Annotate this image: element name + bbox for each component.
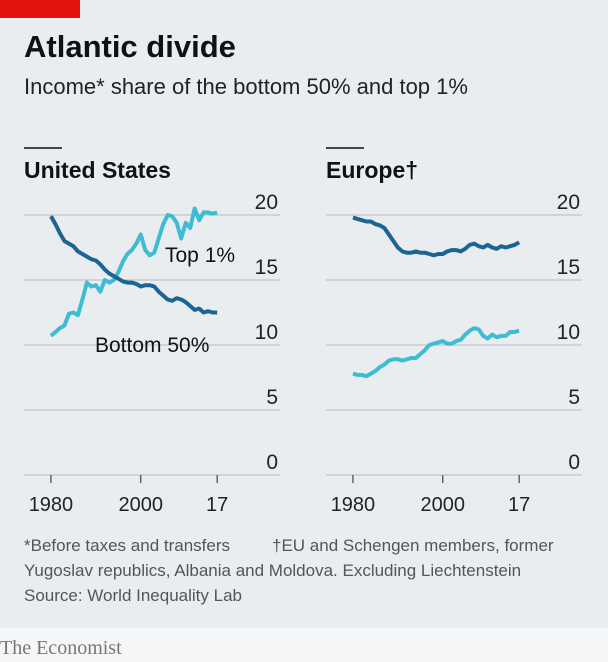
x-tick-label: 2000 [119, 494, 164, 516]
y-tick-label: 15 [557, 256, 580, 279]
y-tick-label: 20 [255, 191, 278, 214]
data-line [352, 326, 520, 379]
chart-title: Atlantic divide [24, 29, 236, 64]
data-line [49, 206, 218, 338]
x-tick-label: 2000 [421, 494, 466, 516]
series-label: Bottom 50% [95, 334, 209, 357]
brand-logo: The Economist [0, 637, 122, 659]
data-line [49, 215, 218, 315]
y-tick-label: 20 [557, 191, 580, 214]
y-tick-label: 5 [266, 386, 278, 409]
footer-band [0, 628, 608, 662]
panel-title: United States [24, 157, 171, 183]
y-tick-label: 10 [557, 321, 580, 344]
panel-title: Europe† [326, 157, 418, 183]
footnote: *Before taxes and transfers [24, 536, 230, 555]
y-tick-label: 5 [568, 386, 580, 409]
x-tick-label: 1980 [29, 494, 74, 516]
y-tick-label: 15 [255, 256, 278, 279]
y-tick-label: 0 [568, 451, 580, 474]
y-tick-label: 0 [266, 451, 278, 474]
brand-tag [0, 0, 80, 18]
footnote: Yugoslav republics, Albania and Moldova.… [24, 561, 521, 580]
x-tick-label: 17 [508, 494, 530, 516]
data-line [352, 215, 521, 258]
series-label: Top 1% [165, 244, 235, 267]
y-tick-label: 10 [255, 321, 278, 344]
footnote: †EU and Schengen members, former [272, 536, 554, 555]
x-tick-label: 1980 [331, 494, 376, 516]
chart-subtitle: Income* share of the bottom 50% and top … [24, 74, 468, 99]
source: Source: World Inequality Lab [24, 586, 242, 605]
x-tick-label: 17 [206, 494, 228, 516]
